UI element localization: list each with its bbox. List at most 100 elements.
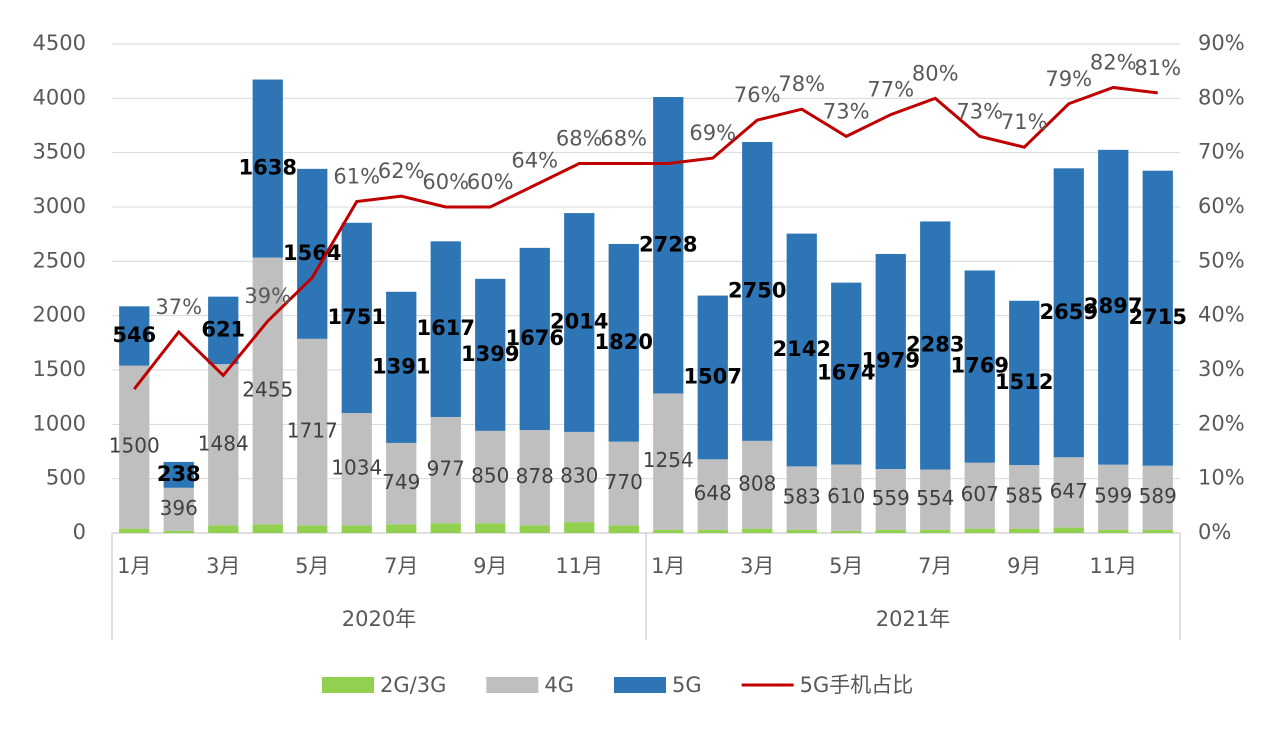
x-tick-label: 3月 — [206, 554, 240, 578]
y2-tick-label: 10% — [1198, 466, 1245, 490]
bar-segment — [875, 529, 906, 533]
line-label: 81% — [1134, 56, 1181, 80]
x-tick-label: 9月 — [473, 554, 507, 578]
y2-tick-label: 40% — [1198, 303, 1245, 327]
line-label: 62% — [378, 159, 425, 183]
bar-segment — [1009, 465, 1040, 529]
data-label: 647 — [1050, 479, 1088, 503]
data-label: 2750 — [728, 278, 786, 302]
bar-segment — [208, 296, 239, 365]
line-label: 80% — [912, 61, 959, 85]
bar-segment — [386, 442, 417, 525]
bar-segment — [252, 79, 283, 258]
bar-segment — [1053, 527, 1084, 533]
bar-segment — [875, 253, 906, 469]
legend-swatch — [613, 677, 666, 693]
data-label: 589 — [1139, 484, 1177, 508]
y-tick-label: 1000 — [33, 411, 86, 435]
data-label: 599 — [1094, 484, 1132, 508]
line-label: 79% — [1045, 67, 1092, 91]
y-tick-label: 3500 — [33, 140, 86, 164]
data-label: 554 — [916, 486, 954, 510]
bar-segment — [831, 282, 862, 465]
data-label: 1638 — [239, 156, 297, 180]
line-label: 76% — [734, 83, 781, 107]
data-label: 808 — [738, 471, 776, 495]
bar-segment — [1098, 149, 1129, 465]
legend-swatch — [486, 677, 539, 693]
data-label: 1674 — [817, 361, 875, 385]
data-label: 878 — [516, 464, 554, 488]
bar-segment — [386, 524, 417, 533]
bar-segment — [786, 233, 817, 467]
data-label: 2014 — [550, 310, 608, 334]
bar-segment — [608, 243, 639, 442]
bar-segment — [831, 530, 862, 533]
data-label: 585 — [1005, 483, 1043, 507]
line-label: 71% — [1001, 110, 1048, 134]
x-tick-label: 9月 — [1007, 554, 1041, 578]
bar-segment — [341, 222, 372, 414]
data-label: 238 — [157, 462, 201, 486]
bar-segment — [786, 529, 817, 533]
legend-swatch — [322, 677, 374, 693]
data-label: 1500 — [109, 434, 160, 458]
y-tick-label: 4500 — [33, 31, 86, 55]
y2-tick-label: 0% — [1198, 520, 1231, 544]
x-tick-label: 11月 — [1089, 554, 1137, 578]
bar-segment — [564, 522, 595, 533]
data-label: 2897 — [1084, 294, 1142, 318]
bar-segment — [742, 440, 773, 529]
data-label: 1507 — [684, 364, 742, 388]
bar-segment — [1053, 168, 1084, 458]
bar-segment — [1098, 464, 1129, 530]
bar-segment — [653, 97, 684, 394]
legend-label: 4G — [544, 673, 574, 697]
bar-segment — [1098, 529, 1129, 533]
bar-segment — [831, 464, 862, 531]
bar-segment — [608, 525, 639, 533]
bar-segment — [475, 278, 506, 431]
bar-segment — [163, 487, 194, 531]
y2-tick-label: 50% — [1198, 248, 1245, 272]
bar-segment — [920, 221, 951, 470]
bar-segment — [697, 295, 728, 460]
y-tick-label: 2500 — [33, 248, 86, 272]
y-tick-label: 4000 — [33, 85, 86, 109]
data-label: 1399 — [461, 342, 519, 366]
line-label: 82% — [1090, 50, 1137, 74]
data-label: 2283 — [906, 332, 964, 356]
bar-segment — [1142, 170, 1173, 466]
y2-tick-label: 80% — [1198, 85, 1245, 109]
bar-segment — [119, 306, 150, 366]
bar-segment — [742, 142, 773, 441]
y-tick-label: 0 — [73, 520, 86, 544]
data-label: 850 — [471, 464, 509, 488]
x-tick-label: 1月 — [651, 554, 685, 578]
bar-segment — [163, 530, 194, 533]
bar-segment — [519, 429, 550, 526]
line-label: 39% — [244, 284, 291, 308]
data-label: 1512 — [995, 370, 1053, 394]
bar-segment — [208, 364, 239, 526]
line-label: 60% — [422, 170, 469, 194]
data-label: 1717 — [287, 419, 338, 443]
bar-segment — [697, 529, 728, 533]
bar-segment — [252, 524, 283, 533]
bar-segment — [208, 525, 239, 533]
bar-segment — [1009, 300, 1040, 466]
x-tick-label: 7月 — [918, 554, 952, 578]
bar-segment — [252, 257, 283, 525]
line-label: 60% — [467, 170, 514, 194]
bar-segment — [608, 441, 639, 526]
bar-segment — [964, 462, 995, 529]
x-tick-label: 5月 — [295, 554, 329, 578]
data-label: 1751 — [328, 305, 386, 329]
data-label: 559 — [872, 486, 910, 510]
y2-tick-label: 60% — [1198, 194, 1245, 218]
bar-segment — [1142, 465, 1173, 530]
x-tick-label: 7月 — [384, 554, 418, 578]
bar-segment — [653, 393, 684, 530]
data-label: 2715 — [1129, 305, 1187, 329]
